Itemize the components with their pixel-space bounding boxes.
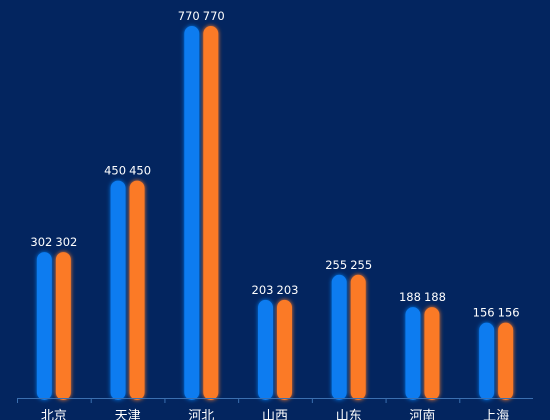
data-label: 450 [104,164,126,178]
data-label: 770 [178,9,200,23]
data-label: 255 [325,258,347,272]
data-label: 188 [424,290,446,304]
x-tick-label: 山西 [262,409,288,420]
data-label: 203 [277,283,299,297]
data-label: 156 [498,306,520,320]
data-label: 188 [399,290,421,304]
data-label: 302 [30,235,52,249]
bar-blue-4[interactable] [331,274,347,400]
bar-orange-4[interactable] [350,274,366,400]
bar-orange-0[interactable] [55,252,71,400]
bar-blue-0[interactable] [36,252,52,400]
x-tick-label: 河南 [409,408,435,420]
bar-blue-2[interactable] [184,26,200,400]
bar-orange-5[interactable] [424,307,440,400]
bar-blue-1[interactable] [110,180,126,400]
bar-blue-5[interactable] [405,307,421,400]
data-label: 770 [203,9,225,23]
x-tick-label: 河北 [188,409,214,420]
data-label: 302 [55,235,77,249]
x-tick-label: 北京 [41,409,67,420]
bar-orange-1[interactable] [129,180,145,400]
data-label: 203 [252,283,274,297]
x-tick-label: 天津 [115,409,141,420]
bar-orange-6[interactable] [498,322,514,400]
x-axis: 北京 天津 河北 山西 山东 河南 上海 [17,398,533,420]
bar-orange-2[interactable] [203,26,219,400]
x-tick-label: 山东 [336,409,362,420]
x-tick-label: 上海 [483,409,509,420]
labels-layer: 302 302 450 450 770 770 203 203 255 255 188 188 156 1… [30,9,519,320]
data-label: 156 [473,306,495,320]
data-label: 450 [129,164,151,178]
data-label: 255 [350,258,372,272]
bar-orange-3[interactable] [277,299,292,400]
bar-blue-6[interactable] [479,322,495,400]
bar-blue-3[interactable] [258,299,273,400]
bars-layer [36,26,514,400]
